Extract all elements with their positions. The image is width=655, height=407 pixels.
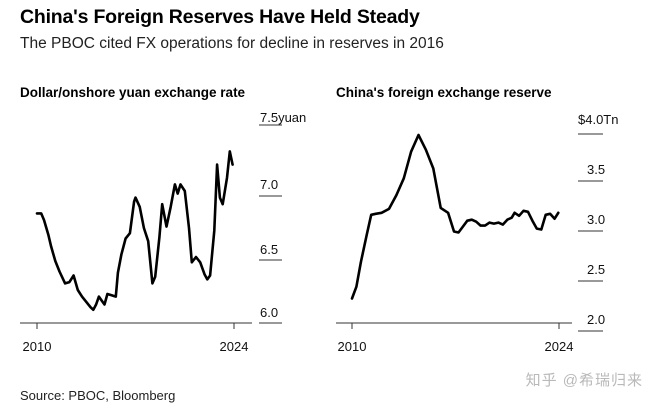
- fx-rate-x-label-2024: 2024: [220, 339, 249, 354]
- reserve-y-label-4.0: $4.0Tn: [578, 112, 618, 127]
- charts-canvas: Dollar/onshore yuan exchange rate 2010 2…: [20, 85, 618, 354]
- reserve-y-label-2.0: 2.0: [587, 312, 605, 327]
- fx-rate-panel: Dollar/onshore yuan exchange rate 2010 2…: [20, 85, 306, 354]
- fx-rate-y-label-6.0: 6.0: [260, 305, 278, 320]
- reserve-panel: China's foreign exchange reserve 2010 20…: [336, 85, 618, 354]
- chart-subtitle: The PBOC cited FX operations for decline…: [20, 35, 444, 52]
- reserve-x-label-2010: 2010: [338, 339, 367, 354]
- fx-rate-series-line: [35, 150, 234, 312]
- reserve-series-line: [350, 133, 560, 300]
- reserve-panel-title: China's foreign exchange reserve: [336, 85, 552, 100]
- reserve-y-label-3.5: 3.5: [587, 162, 605, 177]
- reserve-y-label-3.0: 3.0: [587, 212, 605, 227]
- reserve-y-label-2.5: 2.5: [587, 262, 605, 277]
- source-note: Source: PBOC, Bloomberg: [20, 388, 176, 403]
- watermark: 知乎 @希瑞归来: [525, 372, 643, 389]
- reserve-x-label-2024: 2024: [545, 339, 574, 354]
- fx-rate-y-label-7.0: 7.0: [260, 177, 278, 192]
- chart-title: China's Foreign Reserves Have Held Stead…: [20, 6, 420, 28]
- fx-rate-x-label-2010: 2010: [23, 339, 52, 354]
- fx-rate-y-label-7.5: 7.5yuan: [260, 110, 306, 125]
- fx-rate-y-label-6.5: 6.5: [260, 242, 278, 257]
- fx-rate-panel-title: Dollar/onshore yuan exchange rate: [20, 85, 246, 100]
